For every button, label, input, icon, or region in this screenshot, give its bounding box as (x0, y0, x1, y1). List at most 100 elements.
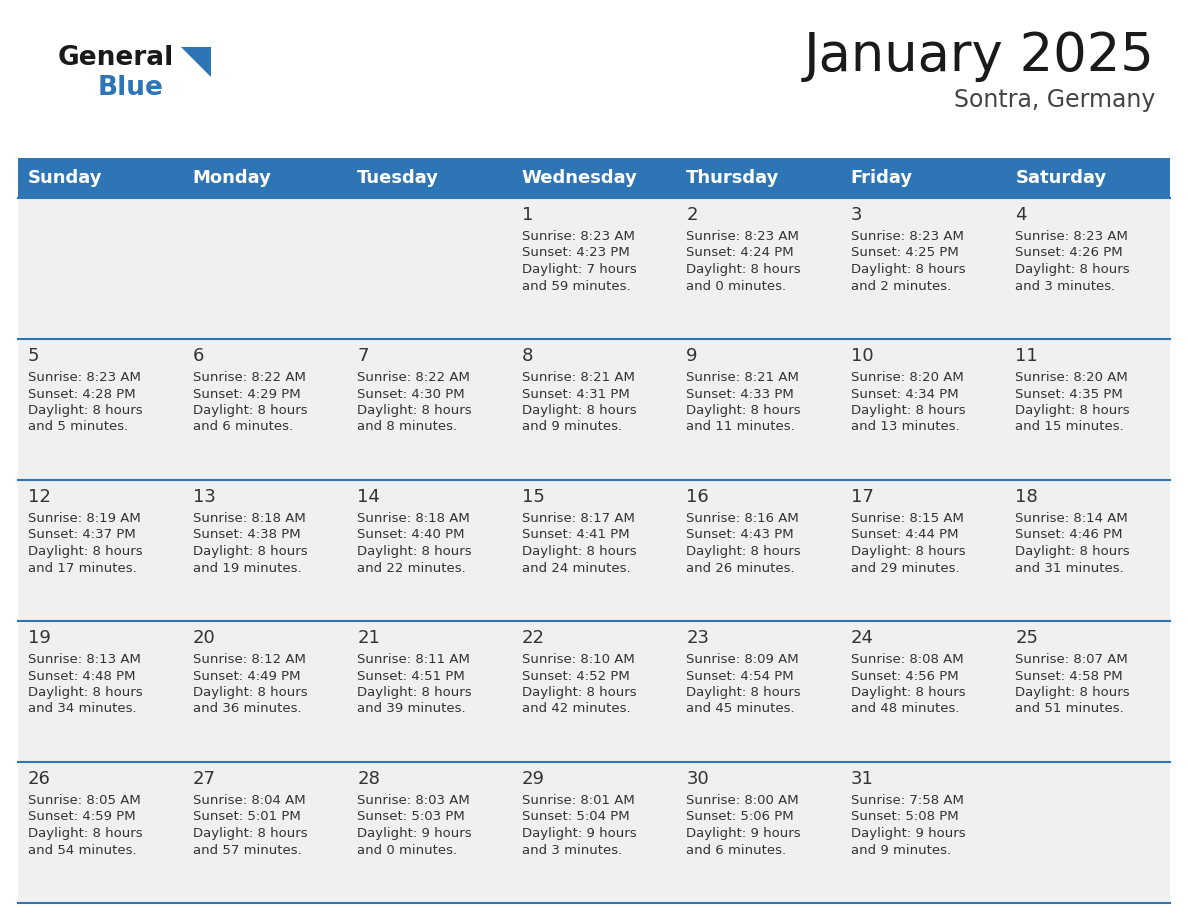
Bar (18, 339, 183, 480)
Text: 9: 9 (687, 347, 697, 365)
Text: 14: 14 (358, 488, 380, 506)
Text: 24: 24 (851, 629, 874, 647)
Text: Daylight: 8 hours: Daylight: 8 hours (29, 686, 143, 699)
Text: Sunrise: 8:18 AM: Sunrise: 8:18 AM (192, 512, 305, 525)
Bar (1005, 480, 1170, 621)
Text: Friday: Friday (851, 169, 914, 187)
Text: and 59 minutes.: and 59 minutes. (522, 279, 631, 293)
Text: and 13 minutes.: and 13 minutes. (851, 420, 960, 433)
Text: 6: 6 (192, 347, 204, 365)
Text: 25: 25 (1016, 629, 1038, 647)
Text: 5: 5 (29, 347, 39, 365)
Text: Daylight: 9 hours: Daylight: 9 hours (851, 827, 966, 840)
Text: Sunrise: 8:11 AM: Sunrise: 8:11 AM (358, 653, 470, 666)
Text: Sunrise: 8:23 AM: Sunrise: 8:23 AM (1016, 230, 1129, 243)
Text: 2: 2 (687, 206, 697, 224)
Text: 23: 23 (687, 629, 709, 647)
Text: Daylight: 9 hours: Daylight: 9 hours (358, 827, 472, 840)
Text: Sunset: 5:01 PM: Sunset: 5:01 PM (192, 811, 301, 823)
Bar (841, 621, 1005, 762)
Text: and 15 minutes.: and 15 minutes. (1016, 420, 1124, 433)
Text: Wednesday: Wednesday (522, 169, 638, 187)
Text: and 3 minutes.: and 3 minutes. (522, 844, 623, 856)
Text: Daylight: 8 hours: Daylight: 8 hours (1016, 404, 1130, 417)
Bar (676, 480, 841, 621)
Text: 31: 31 (851, 770, 873, 788)
Text: and 39 minutes.: and 39 minutes. (358, 702, 466, 715)
Bar (183, 480, 347, 621)
Text: Sunset: 4:35 PM: Sunset: 4:35 PM (1016, 387, 1123, 400)
Text: Daylight: 7 hours: Daylight: 7 hours (522, 263, 637, 276)
Text: and 57 minutes.: and 57 minutes. (192, 844, 302, 856)
Text: Sunset: 4:52 PM: Sunset: 4:52 PM (522, 669, 630, 682)
Text: and 5 minutes.: and 5 minutes. (29, 420, 128, 433)
Bar (347, 158, 512, 198)
Text: and 0 minutes.: and 0 minutes. (358, 844, 457, 856)
Text: Sunrise: 8:21 AM: Sunrise: 8:21 AM (687, 371, 800, 384)
Text: and 17 minutes.: and 17 minutes. (29, 562, 137, 575)
Bar (676, 762, 841, 903)
Text: Sunday: Sunday (29, 169, 102, 187)
Text: 10: 10 (851, 347, 873, 365)
Text: Sunset: 4:30 PM: Sunset: 4:30 PM (358, 387, 465, 400)
Text: Daylight: 8 hours: Daylight: 8 hours (358, 686, 472, 699)
Text: and 42 minutes.: and 42 minutes. (522, 702, 631, 715)
Text: Sunrise: 8:23 AM: Sunrise: 8:23 AM (851, 230, 963, 243)
Text: Sunset: 4:33 PM: Sunset: 4:33 PM (687, 387, 794, 400)
Text: Daylight: 8 hours: Daylight: 8 hours (522, 404, 637, 417)
Bar (676, 158, 841, 198)
Text: Daylight: 8 hours: Daylight: 8 hours (522, 686, 637, 699)
Text: Sunrise: 8:18 AM: Sunrise: 8:18 AM (358, 512, 470, 525)
Text: Sunset: 5:03 PM: Sunset: 5:03 PM (358, 811, 465, 823)
Bar (676, 198, 841, 339)
Text: 4: 4 (1016, 206, 1026, 224)
Bar (18, 480, 183, 621)
Text: Sunrise: 8:23 AM: Sunrise: 8:23 AM (29, 371, 141, 384)
Text: Sunset: 5:08 PM: Sunset: 5:08 PM (851, 811, 959, 823)
Text: Sunset: 4:24 PM: Sunset: 4:24 PM (687, 247, 794, 260)
Bar (183, 621, 347, 762)
Text: Sunset: 4:56 PM: Sunset: 4:56 PM (851, 669, 959, 682)
Text: 30: 30 (687, 770, 709, 788)
Text: Sunrise: 8:09 AM: Sunrise: 8:09 AM (687, 653, 798, 666)
Text: 21: 21 (358, 629, 380, 647)
Text: Daylight: 8 hours: Daylight: 8 hours (851, 404, 966, 417)
Text: 17: 17 (851, 488, 873, 506)
Text: Sunset: 4:51 PM: Sunset: 4:51 PM (358, 669, 465, 682)
Text: Daylight: 8 hours: Daylight: 8 hours (687, 263, 801, 276)
Bar (183, 158, 347, 198)
Text: 3: 3 (851, 206, 862, 224)
Text: Sunrise: 8:19 AM: Sunrise: 8:19 AM (29, 512, 140, 525)
Bar (512, 198, 676, 339)
Text: Sunrise: 8:22 AM: Sunrise: 8:22 AM (358, 371, 470, 384)
Text: 13: 13 (192, 488, 215, 506)
Text: Daylight: 8 hours: Daylight: 8 hours (358, 404, 472, 417)
Bar (347, 621, 512, 762)
Text: Sunrise: 8:22 AM: Sunrise: 8:22 AM (192, 371, 305, 384)
Bar (1005, 198, 1170, 339)
Text: 28: 28 (358, 770, 380, 788)
Bar (18, 158, 183, 198)
Text: Daylight: 8 hours: Daylight: 8 hours (522, 545, 637, 558)
Text: Sunrise: 8:10 AM: Sunrise: 8:10 AM (522, 653, 634, 666)
Text: Daylight: 8 hours: Daylight: 8 hours (29, 404, 143, 417)
Text: Blue: Blue (97, 75, 164, 101)
Text: Sontra, Germany: Sontra, Germany (954, 88, 1155, 112)
Text: Sunset: 4:43 PM: Sunset: 4:43 PM (687, 529, 794, 542)
Text: Daylight: 8 hours: Daylight: 8 hours (192, 827, 308, 840)
Text: Sunset: 4:29 PM: Sunset: 4:29 PM (192, 387, 301, 400)
Text: 15: 15 (522, 488, 544, 506)
Text: Sunrise: 8:05 AM: Sunrise: 8:05 AM (29, 794, 140, 807)
Bar (1005, 762, 1170, 903)
Text: Sunrise: 8:01 AM: Sunrise: 8:01 AM (522, 794, 634, 807)
Text: and 3 minutes.: and 3 minutes. (1016, 279, 1116, 293)
Bar (676, 339, 841, 480)
Bar (512, 762, 676, 903)
Bar (347, 762, 512, 903)
Bar (841, 158, 1005, 198)
Text: and 31 minutes.: and 31 minutes. (1016, 562, 1124, 575)
Text: and 54 minutes.: and 54 minutes. (29, 844, 137, 856)
Text: Sunrise: 8:21 AM: Sunrise: 8:21 AM (522, 371, 634, 384)
Text: Sunset: 4:54 PM: Sunset: 4:54 PM (687, 669, 794, 682)
Bar (1005, 158, 1170, 198)
